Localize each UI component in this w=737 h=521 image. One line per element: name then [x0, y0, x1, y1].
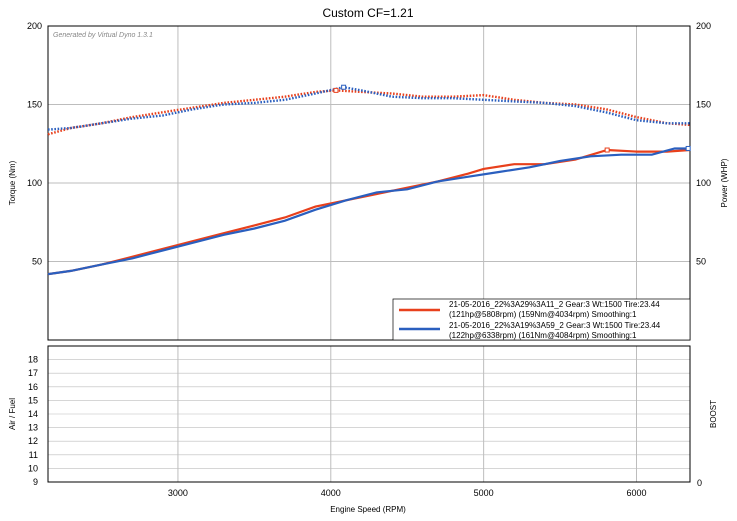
power-tick-label: 50	[696, 257, 706, 267]
air-fuel-axis-label: Air / Fuel	[8, 398, 17, 430]
legend-series-2-name: 21-05-2016_22%3A19%3A59_2 Gear:3 Wt:1500…	[449, 321, 661, 330]
rpm-tick-label: 5000	[474, 488, 494, 498]
air-fuel-panel-grid	[48, 346, 690, 483]
air-fuel-tick-label: 12	[28, 436, 38, 446]
legend: 21-05-2016_22%3A29%3A11_2 Gear:3 Wt:1500…	[392, 298, 691, 341]
power-tick-label: 200	[696, 21, 711, 31]
air-fuel-tick-label: 9	[33, 477, 38, 487]
power-axis-label: Power (WHP)	[720, 158, 729, 207]
torque-line-series-1	[47, 89, 691, 136]
torque-tick-label: 200	[27, 21, 42, 31]
air-fuel-tick-label: 10	[28, 463, 38, 473]
peak-marker	[333, 87, 339, 93]
chart-title: Custom CF=1.21	[322, 6, 413, 20]
torque-axis-label: Torque (Nm)	[8, 160, 17, 205]
power-tick-label: 150	[696, 100, 711, 110]
boost-axis-label: BOOST	[709, 400, 718, 428]
watermark: Generated by Virtual Dyno 1.3.1	[53, 32, 153, 39]
power-tick-label: 100	[696, 178, 711, 188]
torque-axis-ticks: 50 100 150 200	[27, 21, 42, 267]
air-fuel-tick-label: 15	[28, 395, 38, 405]
air-fuel-tick-label: 16	[28, 382, 38, 392]
series-lines	[47, 84, 691, 276]
air-fuel-tick-label: 11	[29, 450, 38, 460]
top-panel-frame	[47, 25, 691, 341]
rpm-tick-label: 4000	[321, 488, 341, 498]
air-fuel-tick-label: 18	[28, 355, 38, 365]
peak-marker	[341, 84, 347, 90]
legend-series-2-detail: (122hp@6338rpm) (161Nm@4084rpm) Smoothin…	[449, 331, 637, 340]
peak-marker	[604, 147, 610, 153]
air-fuel-tick-label: 17	[28, 368, 38, 378]
torque-tick-label: 150	[27, 100, 42, 110]
rpm-tick-label: 3000	[168, 488, 188, 498]
air-fuel-tick-label: 14	[28, 409, 38, 419]
air-fuel-axis-ticks: 9 10 11 12 13 14 15 16 17 18	[28, 355, 38, 487]
rpm-tick-label: 6000	[626, 488, 646, 498]
air-fuel-panel-frame	[47, 345, 691, 483]
legend-series-1-name: 21-05-2016_22%3A29%3A11_2 Gear:3 Wt:1500…	[449, 300, 660, 309]
peak-marker	[685, 145, 691, 151]
torque-tick-label: 50	[32, 257, 42, 267]
torque-tick-label: 100	[27, 178, 42, 188]
legend-box	[392, 298, 691, 341]
torque-line-series-2	[47, 85, 690, 131]
legend-series-1-detail: (121hp@5808rpm) (159Nm@4034rpm) Smoothin…	[449, 310, 637, 319]
rpm-axis-label: Engine Speed (RPM)	[330, 505, 406, 514]
air-fuel-tick-label: 13	[28, 423, 38, 433]
top-panel-grid	[48, 26, 690, 340]
power-line-series-2	[47, 147, 689, 276]
rpm-axis-ticks: 3000 4000 5000 6000	[168, 488, 647, 498]
power-axis-ticks: 50 100 150 200	[696, 21, 711, 267]
boost-tick-0: 0	[697, 478, 702, 488]
